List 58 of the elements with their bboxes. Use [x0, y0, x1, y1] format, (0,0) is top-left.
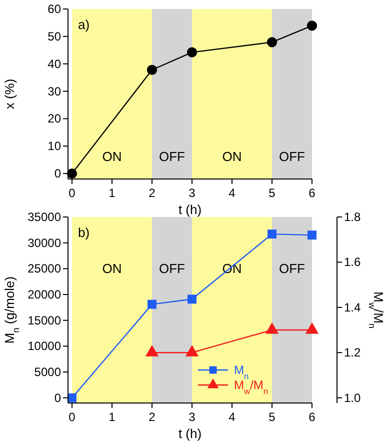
point: [308, 230, 316, 240]
point: [306, 20, 318, 31]
y-tick-label: 0: [54, 390, 62, 405]
y2-tick-label: 1.6: [344, 255, 362, 270]
y-tick-label: 10: [48, 139, 62, 154]
band-label: OFF: [159, 260, 186, 276]
x-tick-label: 5: [268, 410, 276, 424]
band-label: ON: [222, 149, 242, 164]
annotation: b): [78, 225, 90, 240]
x-tick-label: 6: [308, 186, 316, 200]
y-tick-label: 25000: [28, 262, 62, 276]
y-tick-label: 30000: [28, 236, 62, 250]
y2-tick-label: 1.2: [344, 346, 362, 360]
point: [66, 168, 78, 179]
y-tick-label: 15000: [28, 313, 62, 328]
point: [188, 294, 196, 304]
point: [268, 230, 276, 239]
x-tick-label: 4: [228, 186, 236, 200]
x-axis-title: t (h): [178, 202, 202, 217]
y-tick-label: 35000: [28, 210, 62, 224]
x-axis-title: t (h): [178, 426, 202, 441]
y-tick-label: 10000: [28, 339, 62, 354]
legend-label: M$_{w}$/M$_{n}$: [234, 378, 268, 396]
x-tick-label: 0: [68, 186, 76, 200]
point: [68, 393, 76, 402]
band-label: ON: [102, 260, 122, 276]
x-tick-label: 3: [188, 186, 196, 200]
band-label: OFF: [159, 149, 186, 164]
point: [186, 47, 198, 58]
band-label: OFF: [279, 260, 306, 276]
x-tick-label: 6: [308, 410, 316, 424]
y-tick-label: 5000: [34, 365, 62, 379]
y2-tick-label: 1.8: [344, 210, 362, 224]
y-axis-title: x (%): [2, 78, 17, 110]
point: [146, 64, 158, 75]
x-tick-label: 3: [188, 410, 196, 424]
y-tick-label: 40: [48, 56, 62, 71]
y-tick-label: 30: [48, 84, 62, 98]
y-tick-label: 20: [48, 112, 62, 126]
y-tick-label: 60: [48, 2, 62, 16]
x-tick-label: 5: [268, 186, 276, 200]
y2-tick-label: 1.4: [344, 300, 362, 314]
y-tick-label: 0: [54, 166, 62, 181]
x-tick-label: 1: [108, 410, 116, 424]
y-tick-label: 20000: [28, 288, 62, 302]
legend-label: M$_{n}$: [234, 363, 249, 381]
x-tick-label: 0: [68, 410, 76, 424]
x-tick-label: 2: [148, 410, 156, 424]
annotation: a): [78, 17, 90, 32]
point: [266, 37, 278, 48]
x-tick-label: 4: [228, 410, 236, 424]
band-label: ON: [102, 149, 122, 164]
band-label: OFF: [279, 149, 306, 164]
point: [148, 300, 156, 309]
y-tick-label: 50: [48, 29, 62, 44]
y2-tick-label: 1.0: [344, 390, 362, 405]
x-tick-label: 1: [108, 186, 116, 200]
x-tick-label: 2: [148, 186, 156, 200]
